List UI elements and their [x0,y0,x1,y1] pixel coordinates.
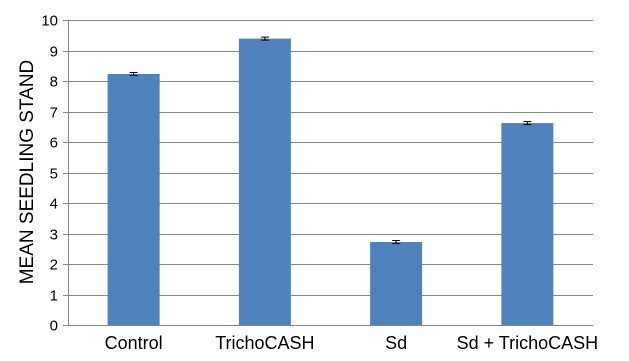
y-tick-label: 8 [50,74,58,91]
error-bar [260,36,269,41]
axes [63,20,593,326]
y-tick-label: 0 [50,318,58,335]
y-tick-label: 9 [50,44,58,61]
y-tick-label: 2 [50,257,58,274]
error-bar [129,71,138,77]
bar-sd [370,242,423,325]
bar-control [107,73,160,325]
y-axis-title: MEAN SEEDLING STAND [17,60,38,285]
error-bar [392,240,401,245]
error-bars [129,36,532,245]
y-tick-label: 1 [50,288,58,305]
y-tick-label: 6 [50,135,58,152]
bar-trichocash [238,38,291,325]
y-tick-label: 10 [41,13,58,30]
y-tick-label: 4 [50,196,58,213]
error-bar [523,121,532,126]
x-tick-label: Control [105,333,163,353]
x-tick-label: TrichoCASH [215,333,314,353]
y-tick-label: 5 [50,166,58,183]
y-tick-label: 7 [50,105,58,122]
x-tick-label: Sd [385,333,407,353]
x-tick-labels: Control TrichoCASH Sd Sd + TrichoCASH [105,333,599,353]
bars [107,38,554,325]
x-tick-label: Sd + TrichoCASH [457,333,599,353]
y-tick-label: 3 [50,227,58,244]
bar-sd-trichocash [501,123,554,325]
y-tick-labels: 0 1 2 3 4 5 6 7 8 9 10 [41,13,58,335]
